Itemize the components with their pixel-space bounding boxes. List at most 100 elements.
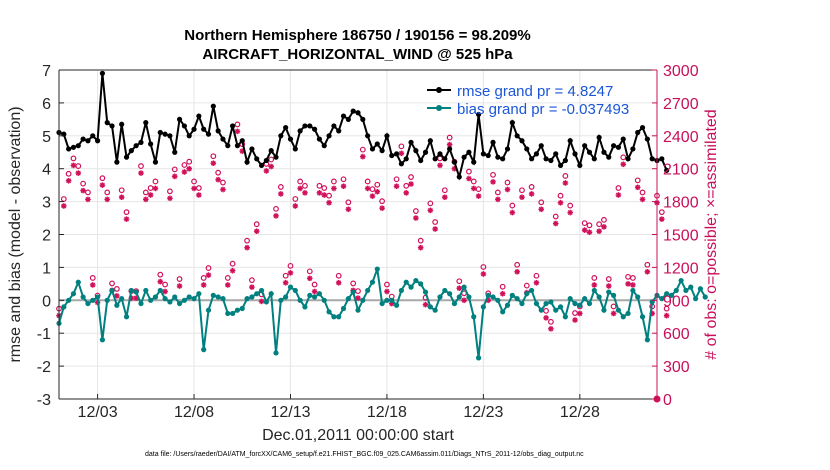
rmse-point bbox=[466, 149, 472, 155]
bias-point bbox=[321, 297, 327, 303]
bias-point bbox=[562, 314, 568, 320]
bias-point bbox=[500, 309, 506, 315]
bias-point bbox=[664, 291, 670, 297]
bias-point bbox=[99, 337, 106, 343]
obs-marker bbox=[610, 303, 617, 317]
bias-point bbox=[360, 297, 366, 303]
bias-point bbox=[109, 287, 115, 294]
rmse-point bbox=[360, 116, 366, 122]
obs-marker bbox=[162, 281, 168, 295]
obs-marker bbox=[658, 209, 665, 222]
y-right-tick-label: 3000 bbox=[663, 63, 699, 80]
obs-marker bbox=[567, 202, 574, 216]
rmse-point bbox=[495, 154, 501, 160]
rmse-point bbox=[620, 136, 626, 142]
rmse-point bbox=[413, 148, 419, 154]
rmse-point bbox=[307, 123, 313, 129]
bias-point bbox=[529, 287, 535, 294]
obs-marker bbox=[167, 188, 173, 202]
rmse-point bbox=[432, 156, 438, 162]
y-left-tick-label: -1 bbox=[37, 326, 51, 343]
obs-marker bbox=[224, 275, 231, 288]
obs-marker bbox=[316, 182, 323, 196]
obs-marker bbox=[176, 276, 183, 289]
bias-point bbox=[311, 294, 318, 300]
obs-marker bbox=[85, 189, 91, 203]
bias-point bbox=[186, 294, 192, 300]
rmse-point bbox=[225, 143, 231, 149]
rmse-point bbox=[615, 144, 622, 150]
rmse-point bbox=[249, 146, 255, 152]
rmse-point bbox=[529, 156, 535, 162]
rmse-point bbox=[533, 151, 540, 157]
legend-rmse-label: rmse grand pr = 4.8247 bbox=[457, 83, 613, 100]
obs-marker bbox=[113, 286, 120, 299]
chart-subtitle: AIRCRAFT_HORIZONTAL_WIND @ 525 hPa bbox=[202, 46, 513, 63]
bias-point bbox=[220, 296, 226, 302]
obs-marker bbox=[552, 213, 559, 227]
rmse-point bbox=[403, 156, 409, 162]
bias-point bbox=[234, 307, 241, 313]
rmse-point bbox=[456, 174, 462, 180]
rmse-point bbox=[480, 151, 486, 157]
obs-marker bbox=[200, 275, 207, 288]
bias-point bbox=[524, 291, 530, 297]
rmse-point bbox=[283, 124, 289, 131]
x-tick-label: 12/08 bbox=[174, 404, 214, 421]
rmse-point bbox=[427, 138, 433, 144]
bias-point bbox=[205, 307, 212, 313]
rmse-point bbox=[374, 141, 380, 147]
bias-point bbox=[278, 297, 284, 303]
bias-point bbox=[258, 287, 265, 294]
bias-point bbox=[451, 300, 458, 307]
bias-point bbox=[678, 277, 684, 284]
obs-marker bbox=[65, 170, 72, 184]
rmse-point bbox=[85, 138, 91, 144]
bias-point bbox=[350, 289, 356, 295]
rmse-point bbox=[451, 159, 458, 165]
rmse-point bbox=[577, 162, 583, 169]
bias-point bbox=[553, 307, 559, 313]
rmse-point bbox=[379, 148, 385, 154]
obs-marker bbox=[75, 163, 82, 176]
chart-title: Northern Hemisphere 186750 / 190156 = 98… bbox=[184, 27, 531, 44]
rmse-point bbox=[191, 126, 197, 132]
obs-marker bbox=[586, 222, 593, 236]
obs-marker bbox=[475, 186, 482, 199]
obs-marker bbox=[543, 307, 549, 321]
rmse-point bbox=[172, 149, 178, 155]
rmse-point bbox=[181, 123, 187, 129]
bias-point bbox=[273, 350, 279, 356]
obs-marker bbox=[379, 198, 386, 211]
bias-point bbox=[85, 300, 91, 307]
rmse-point bbox=[422, 149, 429, 155]
bias-point bbox=[456, 294, 462, 300]
rmse-point bbox=[500, 156, 506, 162]
obs-marker bbox=[302, 182, 308, 196]
legend-bias-marker bbox=[436, 105, 442, 111]
bias-point bbox=[601, 307, 607, 313]
bias-point bbox=[307, 292, 313, 298]
obs-marker bbox=[470, 178, 477, 192]
bias-point bbox=[94, 294, 101, 300]
bias-point bbox=[533, 300, 540, 307]
rmse-point bbox=[273, 154, 279, 160]
bias-point bbox=[244, 296, 250, 302]
rmse-point bbox=[365, 133, 371, 139]
obs-marker bbox=[562, 173, 569, 186]
rmse-point bbox=[336, 128, 342, 134]
bias-point bbox=[297, 297, 303, 303]
rmse-point bbox=[143, 120, 149, 126]
rmse-point bbox=[287, 136, 294, 142]
obs-marker bbox=[70, 155, 77, 169]
rmse-point bbox=[157, 129, 163, 136]
bias-point bbox=[176, 300, 183, 307]
bias-point bbox=[615, 307, 622, 313]
rmse-point bbox=[119, 121, 125, 127]
data-file-footnote: data file: /Users/raeder/DAI/ATM_forcXX/… bbox=[145, 451, 584, 458]
rmse-point bbox=[504, 146, 511, 152]
rmse-point bbox=[582, 143, 588, 149]
bias-point bbox=[167, 299, 173, 305]
obs-marker bbox=[509, 202, 516, 216]
